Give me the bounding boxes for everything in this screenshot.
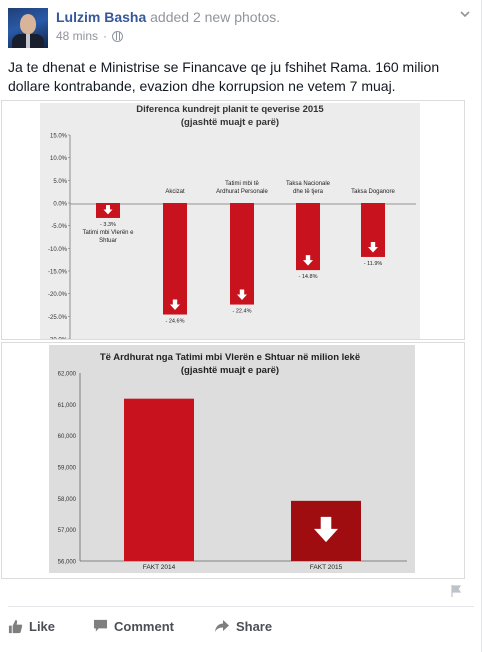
chart1-data-label: - 14.8% [299, 274, 318, 280]
chart1-category-label: dhe të tjera [293, 189, 324, 195]
chart1-bar [230, 203, 254, 305]
post-actions: Like Comment Share [8, 615, 272, 637]
chart1-data-label: - 22.4% [233, 309, 252, 315]
down-arrow-icon [314, 516, 338, 543]
chart1-ytick-label: 5.0% [53, 179, 67, 185]
photo-chart-1[interactable]: Diferenca kundrejt planit te qeverise 20… [1, 100, 465, 340]
chart2-bar [124, 398, 194, 561]
chart1-ytick-label: 15.0% [50, 134, 68, 140]
chart1-ytick-label: -25.0% [48, 315, 68, 321]
chart1-category-label: Shtuar [99, 238, 117, 244]
meta-separator: · [103, 29, 108, 43]
chart-ardhurat-tvsh: Të Ardhurat nga Tatimi mbi Vlerën e Shtu… [49, 345, 415, 573]
post-message: Ja te dhenat e Ministrise se Financave q… [8, 59, 440, 94]
chart1-ytick-label: -15.0% [48, 270, 68, 276]
thumbs-up-icon [8, 619, 23, 633]
chart2-ytick-label: 60,000 [58, 434, 77, 440]
photo-grid: Diferenca kundrejt planit te qeverise 20… [0, 100, 482, 580]
down-arrow-icon [368, 241, 378, 253]
flag-icon[interactable] [449, 584, 463, 598]
chart1-ytick-label: -10.0% [48, 247, 68, 253]
post-action-text: added 2 new photos. [146, 9, 281, 25]
photo-chart-2[interactable]: Të Ardhurat nga Tatimi mbi Vlerën e Shtu… [1, 342, 465, 579]
down-arrow-icon [237, 289, 247, 301]
share-arrow-icon [214, 620, 229, 632]
comment-label: Comment [114, 618, 174, 634]
share-button[interactable]: Share [214, 615, 272, 637]
chart-diferenca: Diferenca kundrejt planit te qeverise 20… [40, 103, 420, 341]
down-arrow-icon-shape [314, 516, 338, 543]
chart1-subtitle: (gjashtë muajt e parë) [181, 117, 279, 128]
chart1-category-label: Ardhurat Personale [216, 189, 268, 195]
chart1-ytick-label: 0.0% [53, 202, 67, 208]
author-avatar[interactable] [8, 8, 48, 48]
chart1-data-label: - 11.9% [364, 261, 383, 267]
down-arrow-icon-shape [103, 204, 113, 215]
like-label: Like [29, 618, 56, 634]
chart1-category-label: Tatimi mbi të [225, 181, 259, 187]
chart1-ytick-label: -20.0% [48, 292, 68, 298]
share-label: Share [235, 618, 273, 634]
like-button[interactable]: Like [8, 615, 55, 637]
down-arrow-icon-shape [170, 299, 180, 311]
comment-button[interactable]: Comment [93, 615, 174, 637]
down-arrow-icon [303, 255, 313, 266]
chart2-ytick-label: 58,000 [58, 497, 77, 503]
author-name-link[interactable]: Lulzim Basha [56, 9, 147, 25]
down-arrow-icon [170, 299, 180, 311]
post-meta: 48 mins · [56, 29, 124, 43]
chart1-data-label: - 3.3% [100, 222, 116, 228]
chart1-data-label: - 24.6% [166, 319, 185, 325]
chart2-ytick-label: 62,000 [58, 372, 77, 378]
chart1-category-label: Akcizat [165, 189, 185, 195]
post-timestamp[interactable]: 48 mins [56, 29, 99, 43]
chevron-down-icon[interactable] [459, 8, 471, 20]
actions-divider [8, 606, 474, 607]
chart2-title: Të Ardhurat nga Tatimi mbi Vlerën e Shtu… [100, 352, 360, 363]
chart2-category-label: FAKT 2014 [143, 564, 176, 571]
chart2-ytick-label: 59,000 [58, 466, 77, 472]
chart1-category-label: Taksa Doganore [351, 189, 395, 195]
speech-bubble-icon [93, 619, 108, 632]
chart1-bar [163, 203, 187, 315]
globe-icon[interactable] [112, 30, 124, 42]
avatar-tie [26, 34, 30, 48]
down-arrow-icon [103, 204, 113, 215]
chart1-ytick-label: -30.0% [48, 338, 68, 341]
chart2-category-label: FAKT 2015 [310, 564, 343, 571]
chart1-category-label: Tatimi mbi Vlerën e [82, 230, 134, 236]
post-header: Lulzim Basha added 2 new photos. [56, 9, 280, 25]
chart2-ytick-label: 61,000 [58, 403, 77, 409]
chart1-category-label: Taksa Nacionale [286, 181, 331, 187]
chart2-subtitle: (gjashtë muajt e parë) [181, 365, 279, 376]
down-arrow-icon-shape [303, 255, 313, 266]
chart2-ytick-label: 56,000 [58, 560, 77, 566]
down-arrow-icon-shape [368, 241, 378, 253]
chart1-ytick-label: 10.0% [50, 156, 68, 162]
chart1-title: Diferenca kundrejt planit te qeverise 20… [136, 104, 324, 115]
chart1-ytick-label: -5.0% [51, 224, 67, 230]
avatar-face [20, 14, 36, 34]
down-arrow-icon-shape [237, 289, 247, 301]
chart2-ytick-label: 57,000 [58, 528, 77, 534]
